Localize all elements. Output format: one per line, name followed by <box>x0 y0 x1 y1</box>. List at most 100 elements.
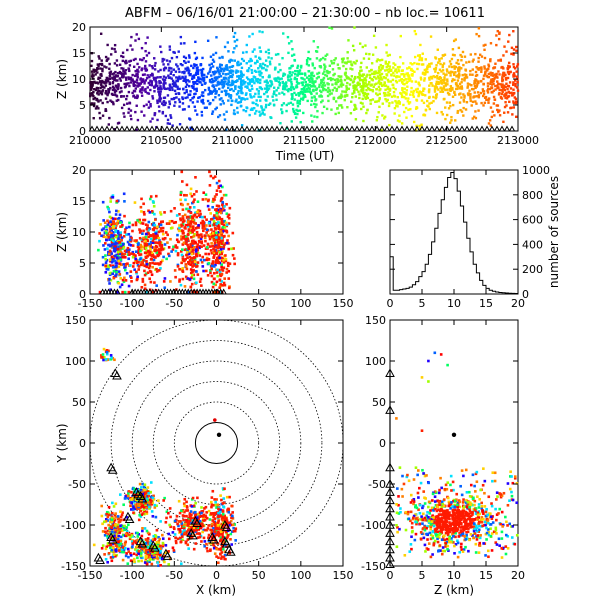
time-height-point <box>211 70 215 74</box>
x-height-point <box>109 200 112 203</box>
time-height-point <box>449 62 453 66</box>
time-height-point <box>107 91 111 94</box>
time-height-point <box>389 80 393 83</box>
time-height-point <box>435 80 438 84</box>
time-height-point <box>159 97 163 100</box>
time-height-point <box>290 54 294 57</box>
x-height-point <box>152 258 156 262</box>
x-height-point <box>153 262 157 265</box>
time-height-point <box>124 76 128 79</box>
time-height-point <box>193 92 196 96</box>
plan-view-point <box>106 529 110 533</box>
plan-view-point <box>115 542 118 546</box>
x-height-point <box>221 207 225 211</box>
time-height-point <box>176 65 179 68</box>
time-height-point <box>165 59 169 62</box>
time-height-point <box>109 99 112 102</box>
time-height-station-marker <box>193 125 201 132</box>
x-height-point <box>118 252 122 256</box>
plan-view-point <box>135 507 139 510</box>
time-height-point <box>121 51 125 54</box>
time-height-point <box>508 33 511 37</box>
x-height-point <box>218 210 221 213</box>
x-height-point <box>172 245 175 249</box>
x-height-point <box>138 218 141 222</box>
x-height-point <box>134 223 138 227</box>
x-height-point <box>151 261 154 265</box>
time-height-point <box>139 78 142 81</box>
time-height-point <box>280 77 283 80</box>
plan-view-point <box>161 533 164 537</box>
x-height-point <box>216 246 220 250</box>
x-height-point <box>197 226 200 229</box>
time-height-point <box>330 108 333 111</box>
time-height-point <box>321 111 324 115</box>
plan-view-point <box>104 547 108 551</box>
x-height-point <box>156 241 160 245</box>
x-height-point <box>121 290 124 294</box>
x-height-point <box>183 248 187 252</box>
x-height-point <box>159 260 163 264</box>
time-height-point <box>115 99 118 102</box>
plan-view-point <box>151 496 155 500</box>
x-height-point <box>196 200 200 204</box>
time-height-point <box>442 72 445 75</box>
time-height-point <box>407 97 410 100</box>
time-height-point <box>134 84 137 87</box>
time-height-point <box>188 73 191 77</box>
time-height-point <box>385 73 388 76</box>
x-height-point <box>138 258 141 262</box>
x-height-point <box>215 236 218 239</box>
plan-view-point <box>159 549 162 553</box>
x-height-point <box>213 233 217 236</box>
time-height-point <box>318 83 321 87</box>
time-height-point <box>313 102 316 106</box>
time-height-point <box>369 99 373 102</box>
time-height-point <box>446 80 449 83</box>
time-height-point <box>368 70 371 73</box>
time-height-point <box>430 62 433 65</box>
x-height-point <box>147 209 150 213</box>
time-height-point <box>299 66 303 69</box>
time-height-point <box>192 76 196 79</box>
time-height-point <box>422 89 425 93</box>
x-height-point <box>131 223 135 227</box>
plan-view-point <box>143 561 147 564</box>
time-height-point <box>220 90 223 93</box>
time-height-point <box>350 75 354 78</box>
time-height-point <box>220 79 224 82</box>
plan-view-point <box>158 537 161 541</box>
time-height-point <box>174 85 178 88</box>
plan-view-point <box>138 495 141 498</box>
time-height-point <box>237 75 241 78</box>
time-height-point <box>176 87 180 91</box>
time-height-point <box>443 78 446 81</box>
time-height-point <box>107 79 110 83</box>
time-height-point <box>417 94 420 98</box>
x-height-point <box>187 247 191 250</box>
x-height-point <box>116 249 120 252</box>
time-height-point <box>144 90 147 93</box>
x-height-point <box>119 221 122 224</box>
plan-view-point <box>110 515 114 519</box>
x-height-point <box>142 229 145 233</box>
time-height-point <box>490 73 493 77</box>
time-height-point <box>218 114 222 117</box>
time-height-point <box>305 62 309 66</box>
time-height-point <box>181 97 185 101</box>
time-height-point <box>158 80 161 83</box>
plan-view-point <box>154 535 158 538</box>
x-height-point <box>183 259 186 263</box>
time-height-point <box>144 69 148 72</box>
time-height-point <box>171 88 174 92</box>
time-height-point <box>506 111 510 114</box>
time-height-point <box>92 68 95 71</box>
time-height-point <box>356 75 360 79</box>
x-height-point <box>131 250 135 254</box>
x-height-point <box>138 253 141 257</box>
time-height-point <box>399 55 402 59</box>
time-height-point <box>318 85 321 89</box>
time-height-point <box>439 80 443 83</box>
x-height-point <box>124 264 127 267</box>
time-height-point <box>338 104 341 107</box>
